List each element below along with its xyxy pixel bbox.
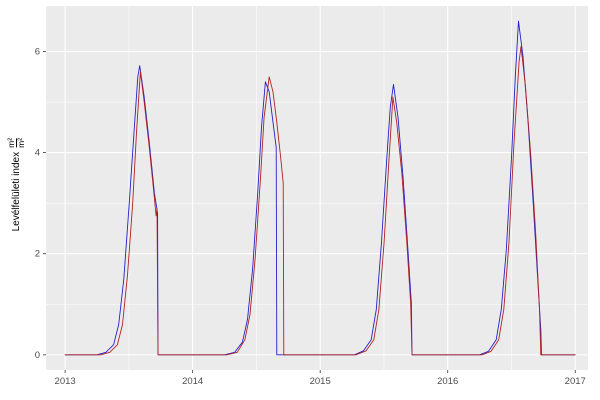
y-tick-label: 2 (35, 249, 40, 260)
plot-panel (46, 6, 588, 370)
x-tick-label: 2015 (310, 376, 331, 387)
x-tick-label: 2016 (437, 376, 458, 387)
y-tick-label: 4 (35, 148, 40, 159)
y-tick-label: 0 (35, 350, 40, 361)
data-line-series-red (64, 45, 576, 356)
x-tick-label: 2017 (565, 376, 586, 387)
x-tick-label: 2013 (55, 376, 76, 387)
y-tick-label: 6 (35, 47, 40, 58)
x-tick-label: 2014 (182, 376, 203, 387)
